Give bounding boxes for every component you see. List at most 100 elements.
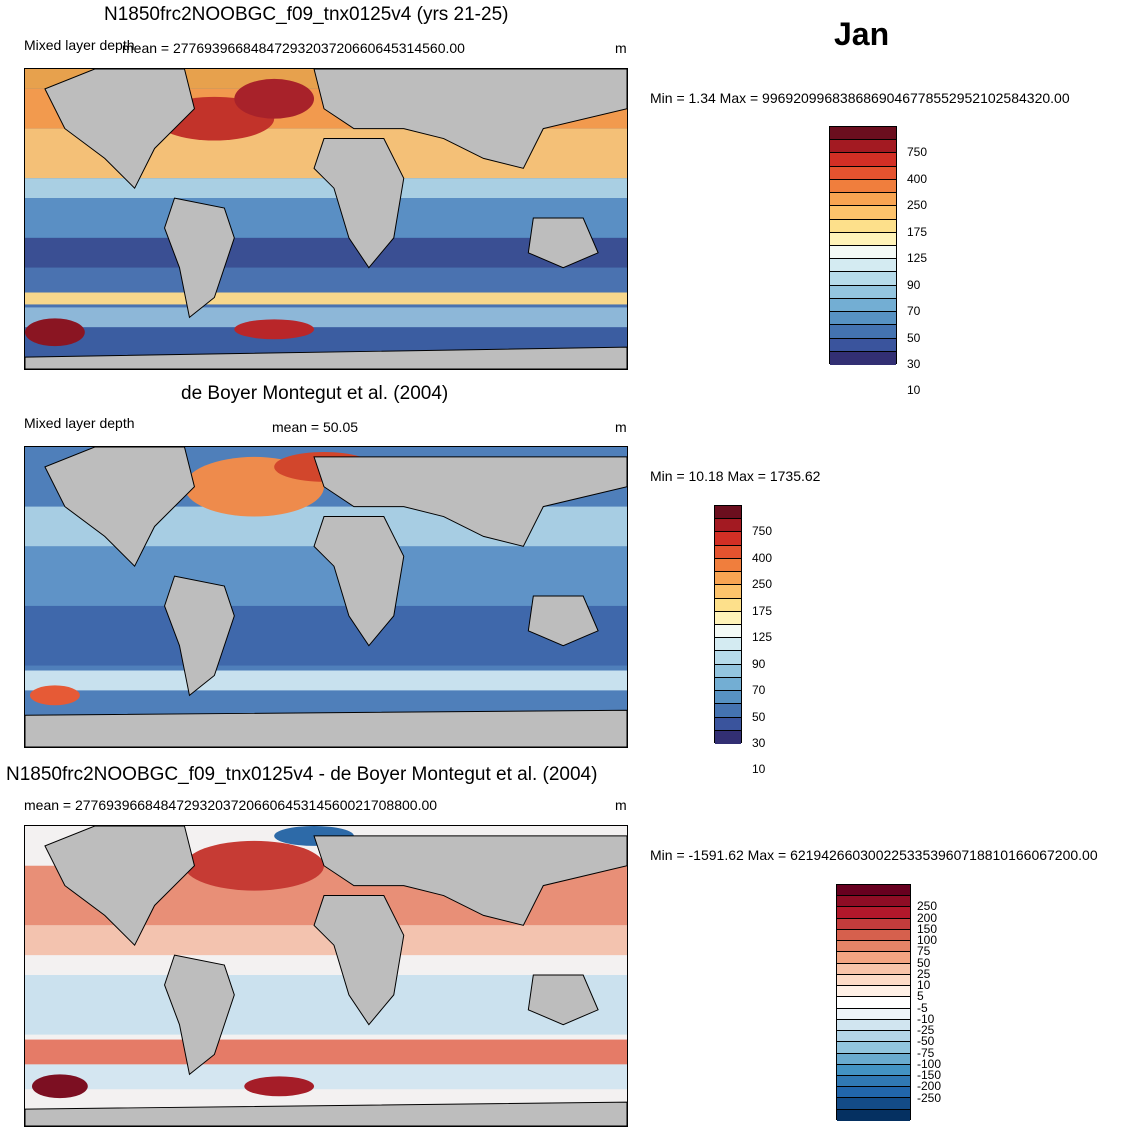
colorbar-label: 175 <box>752 603 773 618</box>
colorbar-label: 70 <box>907 304 921 319</box>
colorbar-swatch <box>830 232 896 246</box>
colorbar-label: 10 <box>752 762 766 777</box>
colorbar-swatch <box>830 219 896 233</box>
colorbar-label: -100 <box>917 1056 942 1071</box>
colorbar-label: 50 <box>907 330 921 345</box>
panel1-colorbar: 750 400 250 175 125 90 70 50 30 10 <box>829 126 927 397</box>
colorbar-swatch <box>715 638 741 652</box>
panel1-minmax: Min = 1.34 Max = 99692099683868690467785… <box>650 90 1070 106</box>
colorbar-swatch <box>715 611 741 625</box>
colorbar-swatch <box>715 664 741 678</box>
colorbar-label: -5 <box>917 1000 928 1015</box>
colorbar-swatch <box>837 952 910 964</box>
colorbar-swatch <box>837 907 910 919</box>
colorbar-label: 125 <box>752 630 773 645</box>
colorbar-label: 50 <box>752 709 766 724</box>
colorbar-swatch <box>837 1031 910 1043</box>
colorbar-label: 200 <box>917 910 938 925</box>
colorbar-label: 150 <box>917 921 938 936</box>
colorbar-label: -150 <box>917 1068 942 1083</box>
panel3-minmax: Min = -1591.62 Max = 6219426603002253353… <box>650 847 1098 863</box>
colorbar-swatch <box>837 1053 910 1065</box>
colorbar-label: 10 <box>917 978 931 993</box>
colorbar-label: 175 <box>907 224 928 239</box>
colorbar-label: 250 <box>752 577 773 592</box>
colorbar-label: 10 <box>907 383 921 398</box>
panel1-title: N1850frc2NOOBGC_f09_tnx0125v4 (yrs 21-25… <box>104 4 509 25</box>
colorbar-label: 400 <box>752 550 773 565</box>
colorbar-swatch <box>837 1075 910 1088</box>
panel3-mean: mean = 277693966848472932037206606453145… <box>24 797 438 813</box>
colorbar-label: 100 <box>917 933 938 948</box>
panel1-map <box>24 68 628 370</box>
colorbar-swatch <box>830 140 896 154</box>
colorbar-swatch <box>830 338 896 352</box>
panel2-colorbar-swatches <box>714 505 742 744</box>
colorbar-swatch <box>715 519 741 533</box>
colorbar-swatch <box>830 127 896 141</box>
colorbar-swatch <box>830 166 896 180</box>
colorbar-swatch <box>830 351 896 365</box>
colorbar-swatch <box>837 929 910 942</box>
colorbar-swatch <box>715 677 741 692</box>
colorbar-swatch <box>837 997 910 1009</box>
colorbar-swatch <box>715 572 741 586</box>
colorbar-swatch <box>830 312 896 326</box>
colorbar-swatch <box>830 285 896 299</box>
panel2-map <box>24 446 628 748</box>
colorbar-label: 75 <box>917 944 931 959</box>
colorbar-swatch <box>837 974 910 987</box>
panel3-title: N1850frc2NOOBGC_f09_tnx0125v4 - de Boyer… <box>6 764 598 785</box>
colorbar-label: 750 <box>907 145 928 160</box>
colorbar-label: 50 <box>917 955 931 970</box>
colorbar-swatch <box>837 885 910 897</box>
colorbar-label: 30 <box>752 736 766 750</box>
colorbar-swatch <box>837 1109 910 1121</box>
colorbar-swatch <box>837 963 910 975</box>
colorbar-label: 750 <box>752 524 773 539</box>
colorbar-swatch <box>837 986 910 998</box>
colorbar-swatch <box>837 1008 910 1020</box>
colorbar-swatch <box>715 545 741 559</box>
colorbar-swatch <box>830 193 896 207</box>
colorbar-swatch <box>715 624 741 639</box>
colorbar-swatch <box>837 1019 910 1032</box>
panel2-units: m <box>615 419 627 435</box>
colorbar-swatch <box>837 1098 910 1110</box>
colorbar-swatch <box>830 272 896 286</box>
colorbar-swatch <box>830 153 896 167</box>
colorbar-swatch <box>715 730 741 744</box>
panel1-colorbar-swatches <box>829 126 897 365</box>
panel3-colorbar: 250 200 150 100 75 50 25 10 5 -5 -10 -25 -50 -75 -100-… <box>836 884 941 1121</box>
panel2-colorbar: 750 400 250 175 125 90 70 50 30 10 <box>714 505 784 776</box>
colorbar-swatch <box>830 298 896 313</box>
colorbar-swatch <box>837 896 910 908</box>
colorbar-label: 400 <box>907 171 928 186</box>
colorbar-swatch <box>830 179 896 194</box>
colorbar-swatch <box>830 206 896 220</box>
panel2-variable-label: Mixed layer depth <box>24 415 135 431</box>
panel1-units: m <box>615 40 627 56</box>
colorbar-swatch <box>837 918 910 930</box>
colorbar-label: -50 <box>917 1034 935 1049</box>
colorbar-swatch <box>715 598 741 612</box>
colorbar-swatch <box>715 691 741 705</box>
colorbar-swatch <box>715 585 741 599</box>
colorbar-label: -25 <box>917 1023 935 1038</box>
colorbar-label: 5 <box>917 989 924 1004</box>
panel1-variable-label: Mixed layer depth <box>24 37 135 53</box>
colorbar-swatch <box>715 704 741 718</box>
colorbar-label: 30 <box>907 357 921 371</box>
colorbar-swatch <box>715 717 741 731</box>
colorbar-swatch <box>715 558 741 573</box>
panel2-minmax: Min = 10.18 Max = 1735.62 <box>650 468 821 484</box>
colorbar-label: -75 <box>917 1045 935 1060</box>
colorbar-swatch <box>837 941 910 953</box>
panel2-title: de Boyer Montegut et al. (2004) <box>181 383 449 404</box>
colorbar-label: 125 <box>907 251 928 266</box>
colorbar-label: -10 <box>917 1011 935 1026</box>
colorbar-swatch <box>715 651 741 665</box>
colorbar-label: -200 <box>917 1079 942 1094</box>
colorbar-swatch <box>837 1064 910 1076</box>
panel3-map <box>24 825 628 1127</box>
